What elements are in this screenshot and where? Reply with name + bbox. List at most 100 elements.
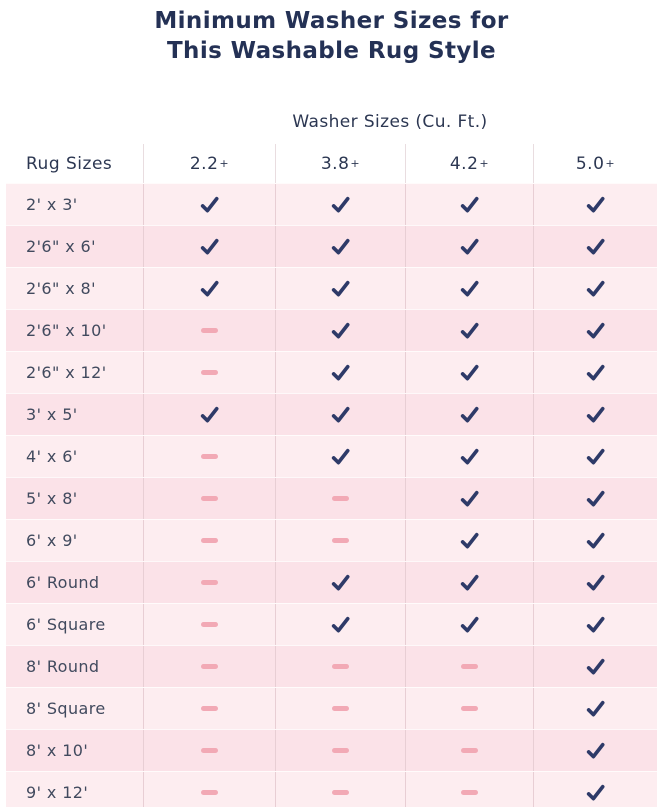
check-icon [405,310,533,351]
rug-size-label: 5' x 8' [26,489,78,508]
check-icon [405,394,533,435]
check-icon [405,520,533,561]
table-row: 6' x 9' [6,519,657,561]
page-title-line-1: Minimum Washer Sizes for [154,8,509,34]
dash-icon [405,646,533,687]
check-icon [275,226,405,267]
column-header-3-8: 3.8 + [275,144,405,183]
check-icon [143,394,275,435]
rug-size-label: 4' x 6' [26,447,78,466]
check-icon [275,436,405,477]
check-icon [533,604,657,645]
dash-icon [275,520,405,561]
rug-size-label: 6' Round [26,573,100,592]
check-icon [275,268,405,309]
dash-icon [275,688,405,729]
rug-size-label: 8' x 10' [26,741,89,760]
dash-icon [405,772,533,807]
dash-icon [143,352,275,393]
check-icon [405,352,533,393]
rug-size-label: 2'6" x 6' [26,237,96,256]
table-row: 9' x 12' [6,771,657,807]
table-row: 2'6" x 8' [6,267,657,309]
check-icon [533,730,657,771]
table-row: 2'6" x 12' [6,351,657,393]
check-icon [275,310,405,351]
check-icon [533,184,657,225]
table-row: 8' Round [6,645,657,687]
check-icon [533,226,657,267]
page-title: Minimum Washer Sizes for This Washable R… [0,0,663,66]
dash-icon [143,478,275,519]
column-header-2-2: 2.2 + [143,144,275,183]
table-body: 2' x 3' 2'6" x 6' 2'6" x 8' 2'6" x 10' 2'6" … [6,183,657,807]
dash-icon [143,646,275,687]
rug-size-label: 2'6" x 8' [26,279,96,298]
dash-icon [143,520,275,561]
check-icon [533,688,657,729]
check-icon [143,226,275,267]
check-icon [533,772,657,807]
table-row: 6' Square [6,603,657,645]
column-header-row: Rug Sizes 2.2 +3.8 +4.2 +5.0 + [6,144,657,183]
check-icon [275,562,405,603]
rug-size-label: 2' x 3' [26,195,78,214]
rug-size-label: 3' x 5' [26,405,78,424]
check-icon [533,646,657,687]
table-row: 2' x 3' [6,183,657,225]
rug-size-label: 2'6" x 10' [26,321,107,340]
check-icon [405,562,533,603]
check-icon [275,394,405,435]
table-row: 6' Round [6,561,657,603]
check-icon [533,352,657,393]
table-row: 5' x 8' [6,477,657,519]
washer-sizes-group-header: Washer Sizes (Cu. Ft.) [292,112,488,132]
table-row: 4' x 6' [6,435,657,477]
check-icon [143,268,275,309]
dash-icon [275,646,405,687]
rug-size-label: 8' Square [26,699,106,718]
check-icon [533,310,657,351]
table-row: 2'6" x 6' [6,225,657,267]
check-icon [405,478,533,519]
check-icon [143,184,275,225]
check-icon [533,478,657,519]
rug-size-label: 2'6" x 12' [26,363,107,382]
check-icon [405,226,533,267]
dash-icon [275,478,405,519]
check-icon [405,436,533,477]
table-row: 8' x 10' [6,729,657,771]
check-icon [405,604,533,645]
dash-icon [143,604,275,645]
dash-icon [143,772,275,807]
dash-icon [143,310,275,351]
rug-washer-table: Rug Sizes 2.2 +3.8 +4.2 +5.0 + 2' x 3' 2'6" x… [6,144,657,807]
column-header-5-0: 5.0 + [533,144,657,183]
dash-icon [143,562,275,603]
check-icon [275,604,405,645]
dash-icon [143,688,275,729]
table-row: 3' x 5' [6,393,657,435]
rug-sizes-header: Rug Sizes [26,153,113,174]
check-icon [533,562,657,603]
rug-size-label: 6' x 9' [26,531,78,550]
dash-icon [275,730,405,771]
dash-icon [143,730,275,771]
check-icon [405,268,533,309]
rug-size-label: 8' Round [26,657,100,676]
check-icon [533,268,657,309]
dash-icon [405,688,533,729]
check-icon [533,520,657,561]
rug-size-label: 9' x 12' [26,783,89,802]
dash-icon [405,730,533,771]
check-icon [275,184,405,225]
check-icon [533,436,657,477]
dash-icon [143,436,275,477]
rug-size-label: 6' Square [26,615,106,634]
page-title-line-2: This Washable Rug Style [166,38,497,64]
check-icon [275,352,405,393]
check-icon [405,184,533,225]
check-icon [533,394,657,435]
dash-icon [275,772,405,807]
